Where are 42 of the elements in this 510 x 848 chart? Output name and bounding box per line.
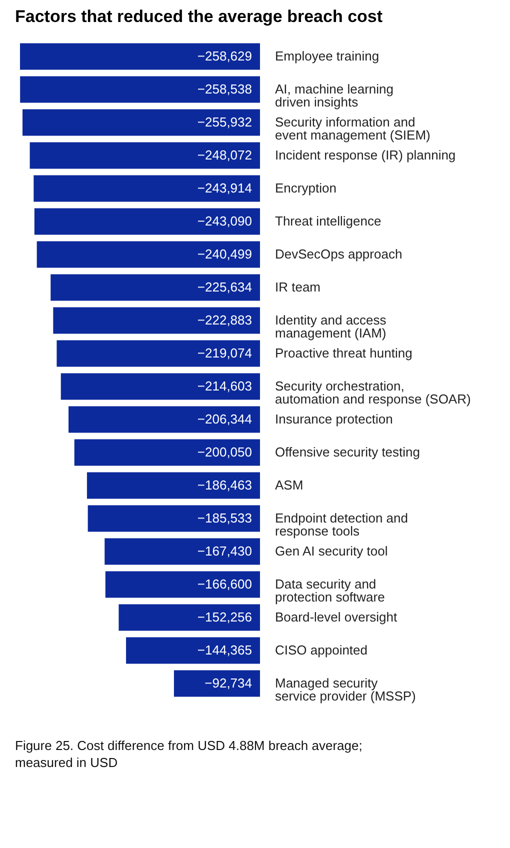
y-tick-label: Identity and access management (IAM) xyxy=(275,312,387,340)
data-label: −200,050 xyxy=(197,444,252,460)
y-tick-label: Security information and event management (SIEM) xyxy=(275,114,430,142)
data-label: −243,914 xyxy=(197,180,252,196)
data-label: −185,533 xyxy=(197,510,252,526)
data-label: −243,090 xyxy=(197,214,252,228)
data-label: −167,430 xyxy=(197,544,252,558)
data-label: −222,883 xyxy=(197,312,252,328)
y-tick-label: Incident response (IR) planning xyxy=(275,148,456,162)
y-tick-label: Proactive threat hunting xyxy=(275,346,412,360)
y-tick-label: ASM xyxy=(275,478,304,492)
data-label: −214,603 xyxy=(197,378,252,394)
data-label: −144,365 xyxy=(197,642,252,658)
data-label: −92,734 xyxy=(204,676,252,690)
y-tick-label: Board-level oversight xyxy=(275,610,398,624)
caption: Figure 25. Cost difference from USD 4.88M breach average; measured in USD xyxy=(15,738,362,770)
y-tick-label: Data security and protection software xyxy=(275,576,385,604)
data-label: −166,600 xyxy=(197,576,252,592)
data-label: −152,256 xyxy=(197,610,252,624)
y-tick-label: Security orchestration, automation and response (SOAR) xyxy=(275,378,471,406)
y-tick-label: Insurance protection xyxy=(275,412,393,426)
y-tick-label: Endpoint detection and response tools xyxy=(275,510,408,538)
y-tick-label: Offensive security testing xyxy=(275,444,420,460)
data-label: −258,629 xyxy=(197,48,252,64)
data-label: −240,499 xyxy=(197,246,252,262)
y-tick-label: Threat intelligence xyxy=(275,214,382,228)
chart-title: Factors that reduced the average breach cost xyxy=(15,7,383,26)
data-label: −225,634 xyxy=(197,280,252,294)
data-label: −248,072 xyxy=(197,148,252,162)
data-label: −255,932 xyxy=(197,114,252,130)
y-tick-label: Managed security service provider (MSSP) xyxy=(275,676,416,704)
y-tick-label: Encryption xyxy=(275,180,336,196)
data-label: −206,344 xyxy=(197,412,252,426)
y-tick-label: CISO appointed xyxy=(275,642,368,658)
data-label: −219,074 xyxy=(197,346,252,360)
y-tick-label: Employee training xyxy=(275,48,380,64)
data-label: −258,538 xyxy=(197,82,252,96)
y-tick-label: AI, machine learning driven insights xyxy=(275,82,394,110)
data-label: −186,463 xyxy=(197,478,252,492)
y-tick-label: IR team xyxy=(275,280,321,294)
y-tick-label: DevSecOps approach xyxy=(275,246,402,262)
y-tick-label: Gen AI security tool xyxy=(275,544,388,558)
